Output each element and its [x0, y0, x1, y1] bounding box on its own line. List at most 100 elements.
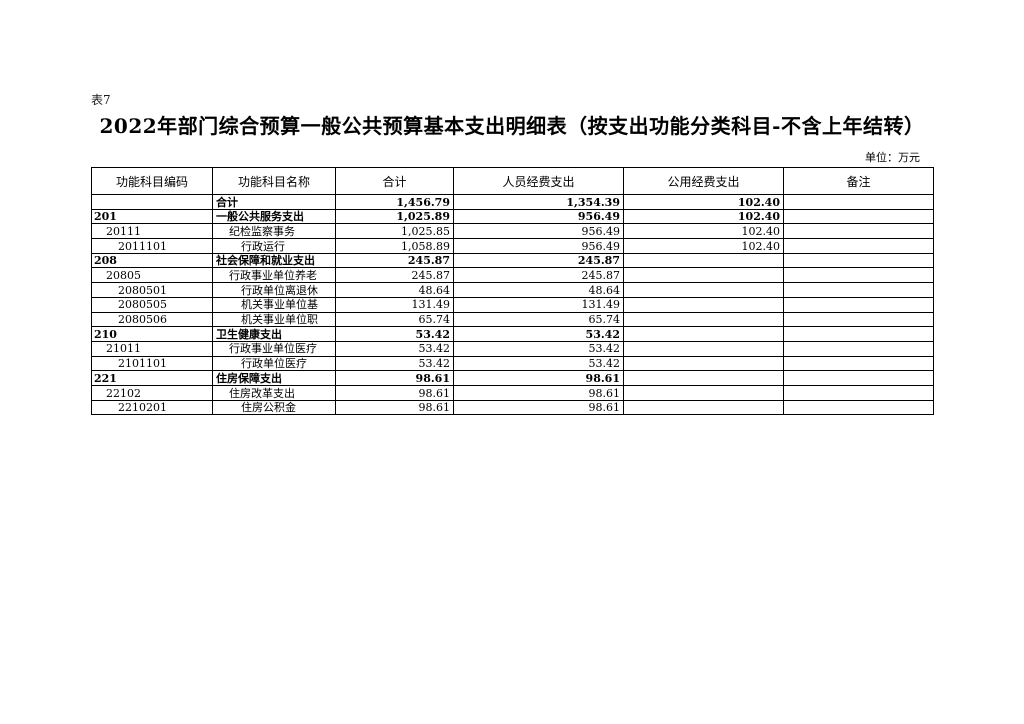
cell-remark — [783, 252, 934, 269]
cell-personnel: 98.61 — [453, 384, 624, 401]
cell-code: 2080505 — [91, 296, 213, 313]
cell-total: 131.49 — [335, 296, 454, 313]
cell-personnel: 53.42 — [453, 326, 624, 342]
table-row: 21011 行政事业单位医疗 53.42 53.42 — [91, 340, 934, 357]
cell-total: 98.61 — [335, 399, 454, 416]
cell-name: 住房公积金 — [212, 399, 336, 416]
cell-remark — [783, 194, 934, 210]
table-number-label: 表7 — [91, 93, 111, 107]
header-row: 功能科目编码 功能科目名称 合计 人员经费支出 公用经费支出 备注 — [91, 167, 934, 195]
cell-name: 机关事业单位基 — [212, 296, 336, 313]
cell-name: 行政事业单位医疗 — [212, 340, 336, 357]
cell-public — [623, 296, 784, 313]
cell-code: 221 — [91, 370, 213, 386]
cell-personnel: 53.42 — [453, 355, 624, 372]
cell-code: 21011 — [91, 340, 213, 357]
unit-note: 单位：万元 — [865, 151, 920, 164]
cell-public: 102.40 — [623, 223, 784, 240]
cell-total: 245.87 — [335, 252, 454, 269]
cell-total: 48.64 — [335, 282, 454, 298]
cell-personnel: 48.64 — [453, 282, 624, 298]
cell-total: 53.42 — [335, 340, 454, 357]
cell-remark — [783, 238, 934, 254]
cell-total: 1,025.89 — [335, 208, 454, 225]
cell-public: 102.40 — [623, 208, 784, 225]
cell-public — [623, 340, 784, 357]
cell-public — [623, 399, 784, 416]
cell-remark — [783, 370, 934, 386]
cell-public — [623, 384, 784, 401]
cell-code: 2080506 — [91, 311, 213, 328]
cell-code — [91, 194, 213, 210]
cell-remark — [783, 296, 934, 313]
table-row: 20805 行政事业单位养老 245.87 245.87 — [91, 267, 934, 284]
cell-code: 2101101 — [91, 355, 213, 372]
cell-total: 1,025.85 — [335, 223, 454, 240]
cell-name: 机关事业单位职 — [212, 311, 336, 328]
cell-name: 行政事业单位养老 — [212, 267, 336, 284]
cell-personnel: 956.49 — [453, 238, 624, 254]
page-title: 2022年部门综合预算一般公共预算基本支出明细表（按支出功能分类科目-不含上年结… — [99, 114, 925, 138]
table-row: 2080506 机关事业单位职 65.74 65.74 — [91, 311, 934, 328]
cell-total: 65.74 — [335, 311, 454, 328]
cell-total: 98.61 — [335, 370, 454, 386]
cell-total: 98.61 — [335, 384, 454, 401]
cell-name: 社会保障和就业支出 — [212, 252, 336, 269]
cell-public: 102.40 — [623, 238, 784, 254]
table-row: 2080501 行政单位离退休 48.64 48.64 — [91, 282, 934, 298]
cell-remark — [783, 282, 934, 298]
cell-code: 2210201 — [91, 399, 213, 416]
cell-total: 53.42 — [335, 326, 454, 342]
cell-remark — [783, 267, 934, 284]
cell-remark — [783, 311, 934, 328]
table-row: 201 一般公共服务支出 1,025.89 956.49 102.40 — [91, 208, 934, 225]
cell-code: 20805 — [91, 267, 213, 284]
table-body: 合计 1,456.79 1,354.39 102.40 201 一般公共服务支出 1,025… — [91, 194, 934, 416]
cell-remark — [783, 399, 934, 416]
cell-name: 住房改革支出 — [212, 384, 336, 401]
cell-public — [623, 311, 784, 328]
cell-remark — [783, 340, 934, 357]
table-row: 221 住房保障支出 98.61 98.61 — [91, 370, 934, 386]
cell-remark — [783, 208, 934, 225]
cell-remark — [783, 326, 934, 342]
cell-total: 245.87 — [335, 267, 454, 284]
cell-remark — [783, 223, 934, 240]
cell-public — [623, 267, 784, 284]
cell-code: 201 — [91, 208, 213, 225]
cell-name: 行政单位医疗 — [212, 355, 336, 372]
cell-personnel: 245.87 — [453, 252, 624, 269]
cell-personnel: 956.49 — [453, 208, 624, 225]
cell-code: 208 — [91, 252, 213, 269]
cell-public: 102.40 — [623, 194, 784, 210]
table-row: 合计 1,456.79 1,354.39 102.40 — [91, 194, 934, 210]
cell-name: 住房保障支出 — [212, 370, 336, 386]
cell-personnel: 98.61 — [453, 399, 624, 416]
budget-table: 功能科目编码 功能科目名称 合计 人员经费支出 公用经费支出 备注 合计 1,45… — [91, 167, 934, 416]
table-row: 22102 住房改革支出 98.61 98.61 — [91, 384, 934, 401]
cell-name: 一般公共服务支出 — [212, 208, 336, 225]
cell-personnel: 956.49 — [453, 223, 624, 240]
cell-code: 22102 — [91, 384, 213, 401]
cell-total: 1,456.79 — [335, 194, 454, 210]
cell-personnel: 245.87 — [453, 267, 624, 284]
cell-total: 1,058.89 — [335, 238, 454, 254]
column-header-name: 功能科目名称 — [212, 167, 336, 195]
table-row: 2101101 行政单位医疗 53.42 53.42 — [91, 355, 934, 372]
cell-code: 20111 — [91, 223, 213, 240]
cell-code: 2080501 — [91, 282, 213, 298]
column-header-remark: 备注 — [783, 167, 934, 195]
cell-code: 2011101 — [91, 238, 213, 254]
table-row: 20111 纪检监察事务 1,025.85 956.49 102.40 — [91, 223, 934, 240]
column-header-public: 公用经费支出 — [623, 167, 784, 195]
cell-total: 53.42 — [335, 355, 454, 372]
table-row: 208 社会保障和就业支出 245.87 245.87 — [91, 252, 934, 269]
cell-personnel: 131.49 — [453, 296, 624, 313]
cell-code: 210 — [91, 326, 213, 342]
cell-public — [623, 355, 784, 372]
column-header-total: 合计 — [335, 167, 454, 195]
table-row: 2210201 住房公积金 98.61 98.61 — [91, 399, 934, 416]
cell-name: 行政运行 — [212, 238, 336, 254]
cell-public — [623, 252, 784, 269]
